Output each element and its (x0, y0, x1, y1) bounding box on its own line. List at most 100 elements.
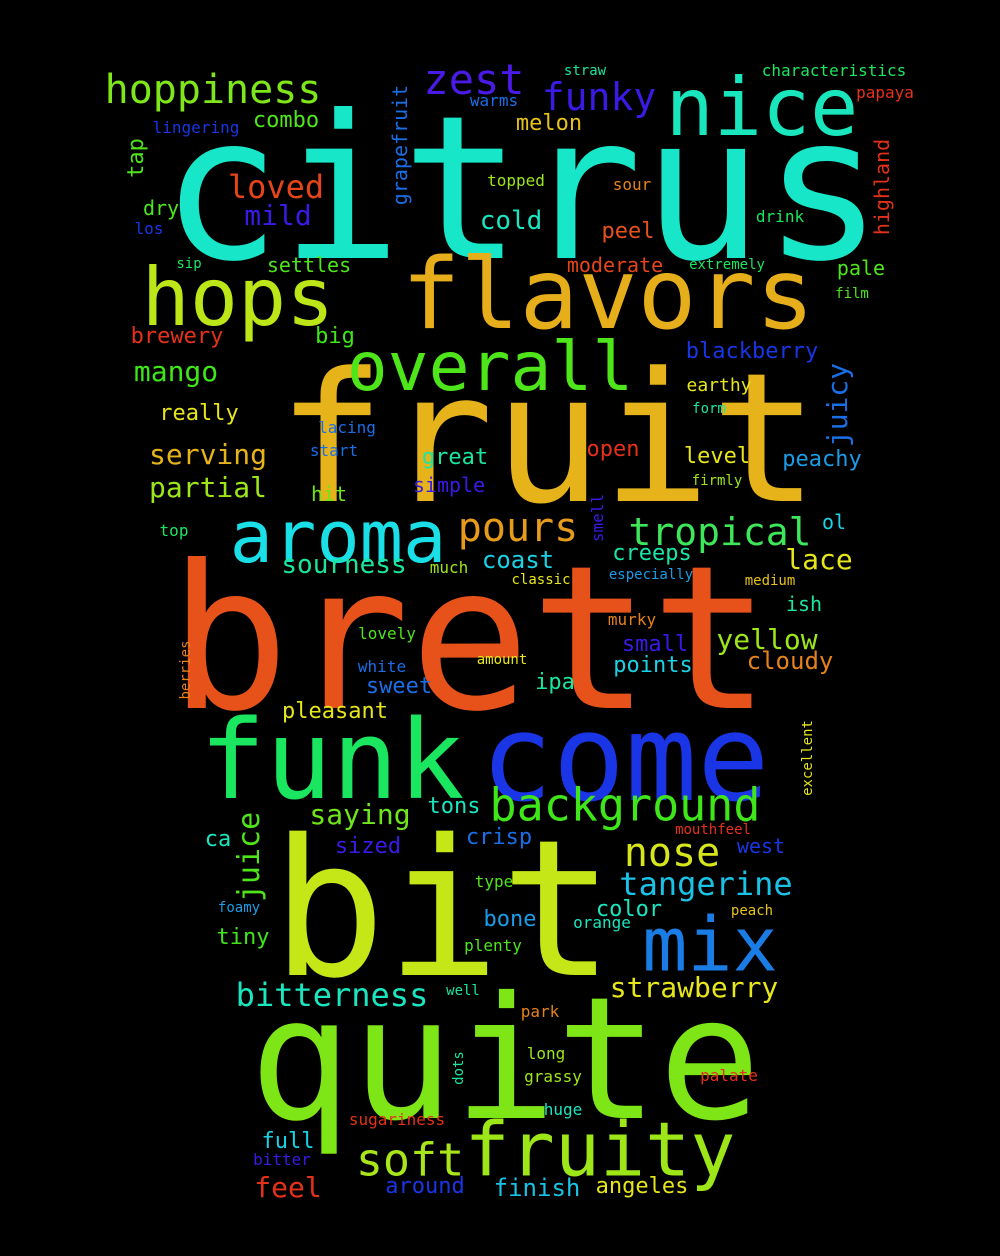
word-zest: zest (423, 55, 525, 104)
word-smell: smell (588, 493, 607, 543)
word-moderate: moderate (566, 253, 664, 277)
word-ish: ish (785, 592, 823, 616)
word-sip: sip (176, 256, 202, 272)
word-quite: quite (249, 961, 761, 1159)
word-brett: brett (168, 523, 772, 756)
word-ipa: ipa (535, 670, 575, 695)
word-mango: mango (133, 355, 219, 388)
word-tons: tons (427, 794, 481, 819)
word-topped: topped (487, 171, 545, 190)
word-grapefruit: grapefruit (388, 84, 412, 206)
word-hit: hit (310, 482, 348, 506)
word-ca: ca (204, 827, 232, 852)
word-start: start (309, 441, 359, 460)
word-fruit: fruit (277, 335, 819, 544)
word-highland: highland (870, 138, 894, 236)
word-murky: murky (607, 610, 657, 629)
word-soft: soft (355, 1133, 465, 1187)
word-open: open (586, 437, 640, 462)
word-great: great (421, 445, 489, 470)
word-sour: sour (612, 175, 652, 194)
word-feel: feel (254, 1171, 322, 1204)
word-characteristics: characteristics (761, 61, 907, 80)
word-grassy: grassy (524, 1067, 582, 1086)
word-peel: peel (601, 219, 655, 244)
word-juicy: juicy (821, 362, 854, 448)
word-blackberry: blackberry (685, 339, 819, 364)
word-tangerine: tangerine (619, 865, 793, 903)
word-much: much (429, 558, 469, 577)
word-ol: ol (821, 510, 847, 534)
word-angeles: angeles (595, 1174, 689, 1199)
word-strawberry: strawberry (609, 971, 779, 1004)
word-fruity: fruity (464, 1105, 736, 1194)
word-film: film (835, 286, 869, 302)
word-top: top (159, 521, 189, 540)
word-huge: huge (543, 1100, 583, 1119)
word-saying: saying (309, 798, 411, 831)
word-lingering: lingering (152, 118, 240, 137)
word-points: points (613, 653, 693, 678)
word-los: los (134, 219, 164, 238)
word-brewery: brewery (130, 324, 224, 349)
word-mix: mix (642, 900, 778, 989)
word-mouthfeel: mouthfeel (675, 822, 751, 838)
word-earthy: earthy (686, 375, 752, 396)
word-tiny: tiny (216, 925, 270, 950)
word-drink: drink (755, 207, 805, 226)
word-creeps: creeps (612, 541, 692, 566)
word-juice: juice (232, 811, 267, 903)
word-orange: orange (573, 913, 631, 932)
word-pleasant: pleasant (282, 699, 388, 724)
word-lacing: lacing (318, 418, 376, 437)
word-well: well (446, 983, 480, 999)
word-hoppiness: hoppiness (104, 67, 322, 113)
word-dry: dry (142, 196, 180, 220)
word-serving: serving (148, 438, 268, 471)
word-form: form (692, 401, 726, 417)
word-flavors: flavors (401, 238, 815, 352)
word-settles: settles (266, 253, 352, 277)
word-bit: bit (271, 799, 615, 1020)
word-warms: warms (469, 91, 519, 110)
word-finish: finish (493, 1174, 581, 1202)
word-papaya: papaya (856, 83, 914, 102)
word-pale: pale (836, 256, 886, 280)
word-palate: palate (700, 1066, 758, 1085)
word-nice: nice (665, 61, 859, 154)
word-small: small (621, 632, 689, 657)
word-loved: loved (227, 168, 325, 206)
word-aroma: aroma (229, 495, 447, 579)
word-tropical: tropical (628, 510, 812, 554)
word-overall: overall (346, 328, 634, 407)
word-background: background (489, 778, 761, 832)
word-especially: especially (608, 567, 694, 583)
word-citrus: citrus (160, 73, 884, 306)
word-straw: straw (563, 63, 607, 79)
word-white: white (357, 657, 407, 676)
word-lace: lace (785, 543, 853, 576)
word-sweet: sweet (365, 674, 433, 699)
word-type: type (474, 872, 514, 891)
word-medium: medium (744, 573, 796, 589)
word-partial: partial (148, 471, 268, 504)
word-peachy: peachy (782, 447, 862, 472)
word-big: big (315, 324, 355, 349)
word-amount: amount (476, 652, 528, 668)
word-funk: funk (199, 696, 465, 824)
word-combo: combo (252, 108, 320, 133)
word-tap: tap (124, 138, 149, 178)
word-lovely: lovely (358, 624, 416, 643)
word-simple: simple (412, 473, 486, 497)
word-classic: classic (511, 572, 571, 588)
word-sugariness: sugariness (348, 1110, 446, 1129)
word-long: long (526, 1044, 566, 1063)
word-excellent: excellent (800, 720, 816, 796)
word-plenty: plenty (464, 936, 522, 955)
word-come: come (480, 690, 770, 829)
word-sized: sized (334, 834, 402, 859)
word-melon: melon (515, 111, 583, 136)
word-cold: cold (479, 206, 543, 236)
word-bitter: bitter (253, 1150, 311, 1169)
